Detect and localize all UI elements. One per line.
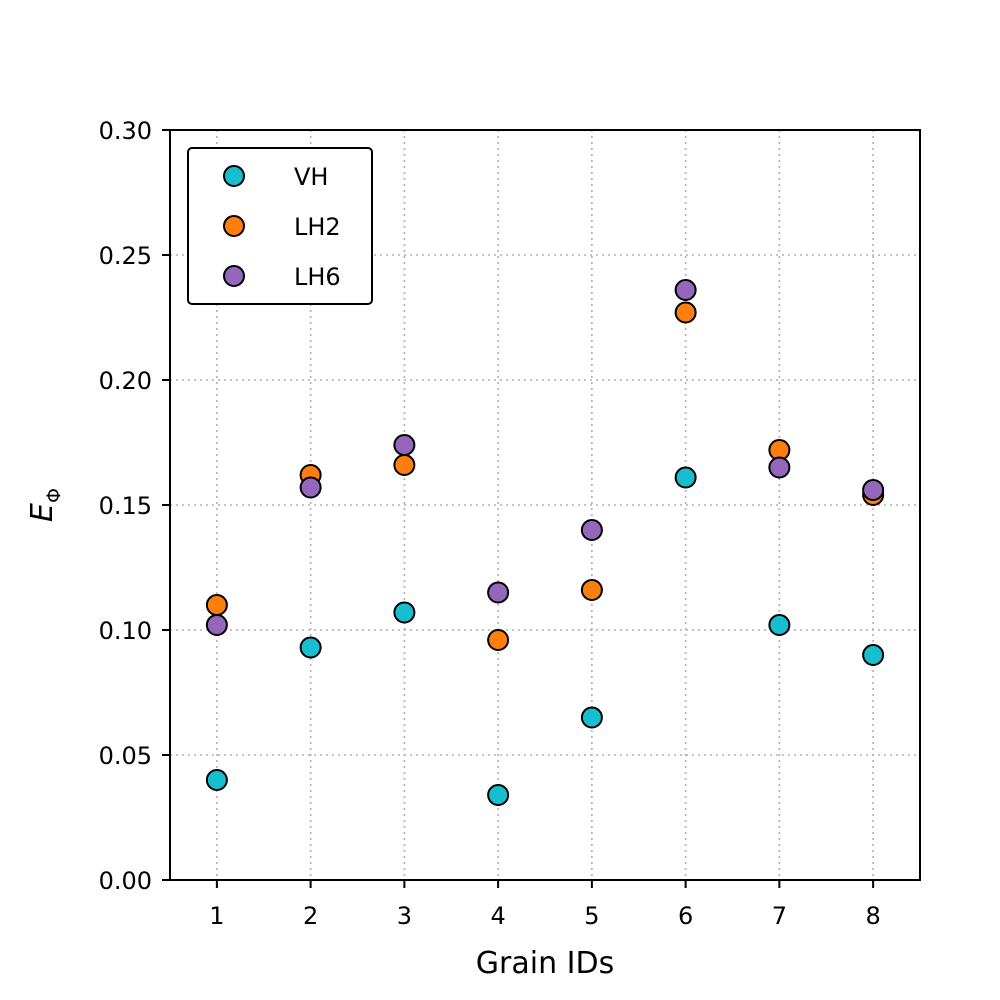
x-axis-title: Grain IDs — [476, 946, 614, 981]
point-lh6 — [487, 581, 510, 604]
y-tick-label: 0.25 — [99, 242, 152, 270]
tick-labels: 1 2 3 4 5 6 7 8 0.00 0.05 0.10 0.15 0.20 0.25 0.30 — [99, 117, 881, 930]
y-tick-label: 0.20 — [99, 367, 152, 395]
point-lh6 — [205, 614, 228, 636]
point-vh — [393, 601, 416, 624]
point-lh6 — [299, 476, 322, 499]
y-tick-label: 0.15 — [99, 492, 152, 520]
point-lh2 — [580, 579, 603, 601]
point-lh2 — [487, 629, 510, 651]
legend-marker — [223, 165, 245, 187]
x-tick-label: 4 — [490, 902, 505, 930]
point-lh2 — [393, 454, 416, 476]
point-lh6 — [674, 279, 697, 301]
point-lh6 — [393, 434, 416, 456]
axis-ticks — [162, 129, 875, 888]
legend-label: VH — [294, 163, 328, 191]
point-vh — [674, 466, 697, 489]
y-axis-title-sub: Φ — [43, 488, 65, 503]
x-tick-label: 3 — [397, 902, 412, 930]
legend-label: LH6 — [294, 263, 341, 291]
x-tick-label: 5 — [584, 902, 599, 930]
point-lh2 — [205, 594, 228, 616]
y-tick-label: 0.10 — [99, 617, 152, 645]
x-tick-label: 2 — [303, 902, 318, 930]
point-lh6 — [580, 519, 603, 541]
legend-marker — [223, 215, 245, 237]
point-vh — [768, 614, 791, 636]
legend: VH LH2 LH6 — [187, 147, 373, 305]
legend-box — [187, 147, 373, 305]
x-tick-label: 1 — [209, 902, 224, 930]
point-vh — [205, 769, 228, 791]
point-lh2 — [674, 301, 697, 324]
legend-marker — [223, 265, 245, 287]
y-axis-title-main: E — [25, 503, 60, 522]
point-vh — [487, 784, 510, 806]
x-tick-label: 8 — [865, 902, 880, 930]
x-tick-label: 7 — [772, 902, 787, 930]
point-vh — [299, 636, 322, 659]
x-tick-label: 6 — [678, 902, 693, 930]
grid — [170, 129, 920, 881]
data-points — [205, 279, 885, 806]
y-tick-label: 0.30 — [99, 117, 152, 145]
point-vh — [862, 644, 885, 666]
legend-label: LH2 — [294, 213, 341, 241]
y-tick-label: 0.05 — [99, 742, 152, 770]
svg-text:EΦ: EΦ — [25, 488, 65, 522]
point-lh6 — [768, 456, 791, 479]
y-tick-label: 0.00 — [99, 867, 152, 895]
y-axis-title: EΦ — [25, 488, 65, 522]
point-vh — [580, 706, 603, 729]
point-lh6 — [862, 479, 885, 501]
